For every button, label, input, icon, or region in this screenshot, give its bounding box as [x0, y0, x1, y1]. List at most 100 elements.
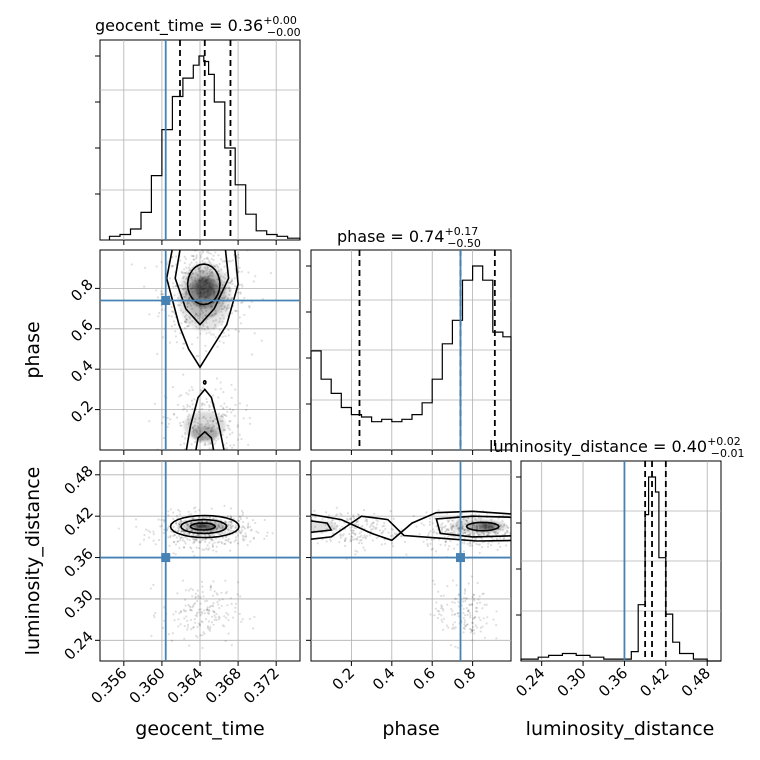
- scatter-point: [457, 612, 460, 615]
- scatter-point: [434, 607, 437, 610]
- scatter-point: [465, 607, 468, 610]
- scatter-point: [240, 283, 243, 286]
- scatter-point: [213, 590, 216, 593]
- scatter-point: [446, 528, 449, 531]
- scatter-point: [420, 522, 423, 525]
- scatter-point: [439, 543, 442, 546]
- scatter-point: [501, 520, 504, 523]
- scatter-point: [229, 260, 232, 263]
- scatter-point: [172, 552, 175, 555]
- scatter-point: [191, 255, 195, 258]
- scatter-point: [462, 550, 466, 553]
- scatter-point: [449, 523, 452, 526]
- scatter-point: [291, 526, 293, 528]
- x-tick-label: 0.6: [409, 664, 439, 694]
- scatter-point: [466, 610, 470, 613]
- scatter-point: [252, 537, 255, 540]
- scatter-point: [208, 260, 211, 263]
- contour-line: [185, 388, 225, 450]
- scatter-point: [195, 254, 198, 257]
- scatter-point: [221, 624, 224, 627]
- contour-line: [180, 518, 228, 535]
- scatter-point: [169, 277, 172, 280]
- scatter-point: [161, 308, 164, 311]
- scatter-point: [217, 618, 220, 621]
- scatter-point: [190, 231, 192, 233]
- scatter-point: [178, 395, 181, 398]
- scatter-point: [178, 513, 182, 516]
- scatter-point: [167, 260, 170, 263]
- scatter-point: [179, 332, 182, 335]
- scatter-point: [432, 579, 435, 582]
- scatter-point: [206, 516, 209, 519]
- scatter-point: [447, 529, 450, 532]
- scatter-point: [206, 611, 209, 615]
- scatter-point: [188, 605, 191, 608]
- scatter-point: [197, 622, 200, 625]
- scatter-point: [228, 420, 231, 423]
- scatter-point: [400, 528, 403, 531]
- scatter-point: [457, 605, 460, 608]
- scatter-point: [223, 543, 226, 546]
- scatter-point: [179, 424, 182, 427]
- scatter-point: [203, 258, 206, 261]
- scatter-point: [214, 537, 218, 540]
- scatter-point: [463, 621, 466, 624]
- scatter-point: [182, 347, 185, 350]
- scatter-point: [197, 354, 200, 358]
- scatter-point: [450, 608, 453, 611]
- scatter-point: [184, 321, 187, 324]
- scatter-point: [453, 621, 456, 624]
- scatter-point: [250, 353, 253, 356]
- y-tick-label: 0.24: [60, 627, 96, 663]
- scatter-point: [468, 603, 471, 606]
- scatter-point: [321, 538, 324, 541]
- scatter-point: [373, 512, 376, 516]
- scatter-point: [172, 511, 175, 514]
- scatter-point: [358, 541, 361, 545]
- scatter-point: [181, 435, 184, 438]
- scatter-point: [227, 424, 230, 427]
- scatter-point: [174, 610, 177, 613]
- scatter-point: [187, 589, 190, 592]
- scatter-point: [212, 549, 215, 552]
- scatter-point: [481, 592, 484, 596]
- scatter-point: [472, 593, 475, 597]
- scatter-point: [237, 253, 240, 256]
- scatter-point: [163, 606, 166, 609]
- scatter-point: [328, 514, 331, 517]
- scatter-point: [192, 626, 195, 629]
- scatter-point: [392, 517, 395, 521]
- scatter-point: [155, 289, 158, 292]
- scatter-point: [200, 580, 204, 583]
- scatter-point: [210, 539, 213, 542]
- scatter-point: [178, 534, 181, 538]
- scatter-point: [206, 251, 209, 254]
- scatter-point: [471, 629, 474, 633]
- scatter-point: [232, 462, 234, 464]
- density-cell: [195, 278, 215, 299]
- scatter-point: [222, 341, 225, 344]
- scatter-point: [157, 518, 160, 521]
- scatter-point: [249, 525, 252, 528]
- scatter-point: [191, 408, 194, 411]
- scatter-point: [233, 540, 236, 543]
- scatter-point: [160, 518, 163, 522]
- scatter-point: [343, 539, 347, 543]
- scatter-point: [218, 328, 221, 331]
- scatter-point: [452, 626, 455, 629]
- scatter-point: [485, 603, 488, 606]
- scatter-point: [167, 510, 170, 513]
- scatter-point: [143, 533, 146, 537]
- scatter-point: [234, 309, 237, 312]
- scatter-point: [212, 623, 215, 626]
- scatter-point: [229, 541, 232, 544]
- contour-line: [195, 430, 215, 450]
- scatter-point: [495, 624, 498, 627]
- density-group: [311, 518, 507, 535]
- scatter-point: [472, 616, 476, 620]
- scatter-point: [218, 599, 221, 602]
- scatter-point: [174, 543, 178, 546]
- scatter-point: [442, 594, 445, 597]
